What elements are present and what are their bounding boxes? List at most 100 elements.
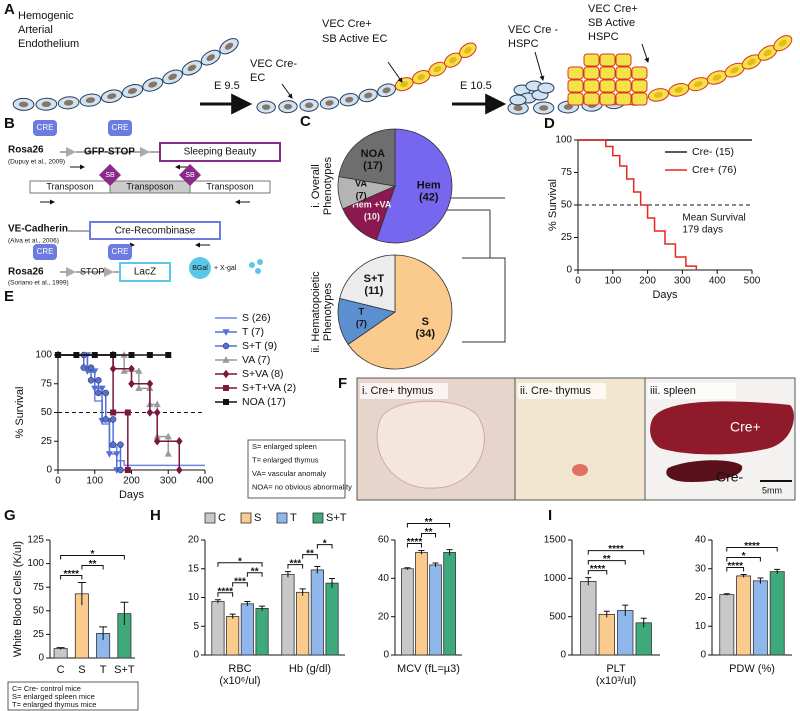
survival-marker [165, 352, 172, 358]
transposon-box [189, 180, 271, 194]
cre-badge [33, 120, 57, 136]
survival-marker [105, 451, 114, 458]
y-tick-label: 0 [46, 465, 52, 476]
nucleus [464, 46, 472, 54]
legend-swatch [240, 512, 252, 524]
legend-label: S+T [326, 512, 347, 524]
bar [719, 594, 735, 656]
survival-marker [135, 384, 143, 392]
survival-marker [95, 389, 102, 397]
bgal-circle [189, 257, 211, 279]
survival-marker [164, 432, 172, 440]
bar [415, 552, 428, 656]
stage-label: E 9.5 [214, 80, 240, 92]
panel-letter: G [4, 507, 16, 524]
bar [635, 622, 652, 656]
hspc [567, 66, 584, 80]
legend-label: T [290, 512, 297, 524]
product-dot [249, 262, 255, 268]
nucleus [148, 81, 158, 88]
survival-marker [124, 467, 131, 473]
survival-marker [110, 352, 117, 358]
survival-marker [153, 437, 161, 446]
error-bar [640, 617, 647, 628]
sb-label: SB [185, 172, 195, 179]
photo-label-bg [518, 383, 606, 399]
panel-letter: H [150, 507, 161, 524]
x-tick-label: 500 [744, 276, 761, 287]
nucleus [18, 101, 29, 108]
x-tick-label: 200 [123, 476, 140, 487]
note: S= enlarged spleen [252, 442, 317, 451]
construct-name: VE-Cadherin [8, 224, 68, 235]
note: T= enlarged thymus mice [12, 700, 96, 709]
slice-label: Hem [417, 180, 441, 192]
significance-label: ** [603, 554, 611, 565]
y-tick-label: 100 [555, 135, 572, 146]
x-axis-label: Days [119, 489, 145, 501]
cell [142, 77, 164, 92]
spleen [650, 401, 794, 455]
photos [356, 377, 796, 501]
significance-label: ** [89, 559, 97, 570]
thymus [572, 464, 588, 476]
legend-swatch [204, 512, 216, 524]
bar [211, 601, 225, 656]
significance-bracket [587, 570, 608, 575]
slice-label: VA [355, 179, 367, 189]
hspc [599, 92, 616, 106]
notes-box [7, 681, 139, 711]
error-bar [723, 593, 730, 596]
significance-label: **** [407, 537, 423, 548]
slice-value-label: (17) [363, 160, 383, 172]
x-axis-label: Days [652, 289, 678, 301]
stage-label: HSPC [588, 31, 619, 43]
x-tick-label: 0 [575, 276, 581, 287]
notes-box [247, 439, 346, 499]
significance-bracket [81, 564, 104, 570]
transposon-label: Transposon [206, 181, 253, 191]
panel-letter: B [4, 115, 15, 132]
significance-bracket [587, 550, 645, 555]
cre-label: CRE [112, 247, 129, 256]
reference: (Dupuy et al., 2009) [8, 159, 65, 166]
survival-marker [124, 409, 131, 416]
error-bar [603, 610, 610, 618]
legend-label: Cre+ (76) [692, 164, 737, 176]
significance-label: **** [727, 561, 743, 572]
cell [12, 97, 35, 111]
scale-label: 5mm [762, 485, 782, 495]
survival-marker [175, 437, 183, 446]
nucleus [364, 92, 373, 99]
hspc [599, 53, 616, 67]
note: S= enlarged spleen mice [12, 692, 95, 701]
bar [255, 608, 269, 656]
nucleus [449, 56, 457, 64]
nucleus [283, 103, 293, 110]
survival-marker [109, 441, 117, 448]
bgal-label: BGal [192, 265, 208, 272]
legend-label: S (26) [242, 312, 271, 324]
x-tick-label: PLT [606, 663, 626, 675]
legend-label: S [254, 512, 261, 524]
y-tick-label: 75 [41, 378, 53, 389]
annotation: Mean Survival [682, 213, 745, 224]
pie-title: ii. Hematopoietic [310, 271, 322, 353]
panel-letter: C [300, 113, 311, 130]
y-tick-label: 15 [188, 563, 200, 574]
survival-marker [113, 451, 121, 458]
error-bar [757, 577, 764, 584]
x-tick-label: 300 [674, 276, 691, 287]
note: C= Cre- control mice [12, 684, 81, 693]
y-tick-label: 125 [27, 535, 44, 546]
survival-marker [128, 364, 135, 373]
survival-marker [164, 450, 172, 457]
stage-label: Hemogenic [18, 10, 74, 22]
significance-bracket [217, 592, 234, 597]
note: VA= vascular anomaly [252, 469, 327, 478]
error-bar [244, 601, 251, 607]
bar [580, 581, 597, 656]
cell [532, 101, 555, 115]
significance-bracket [60, 554, 125, 560]
bar [752, 580, 768, 656]
